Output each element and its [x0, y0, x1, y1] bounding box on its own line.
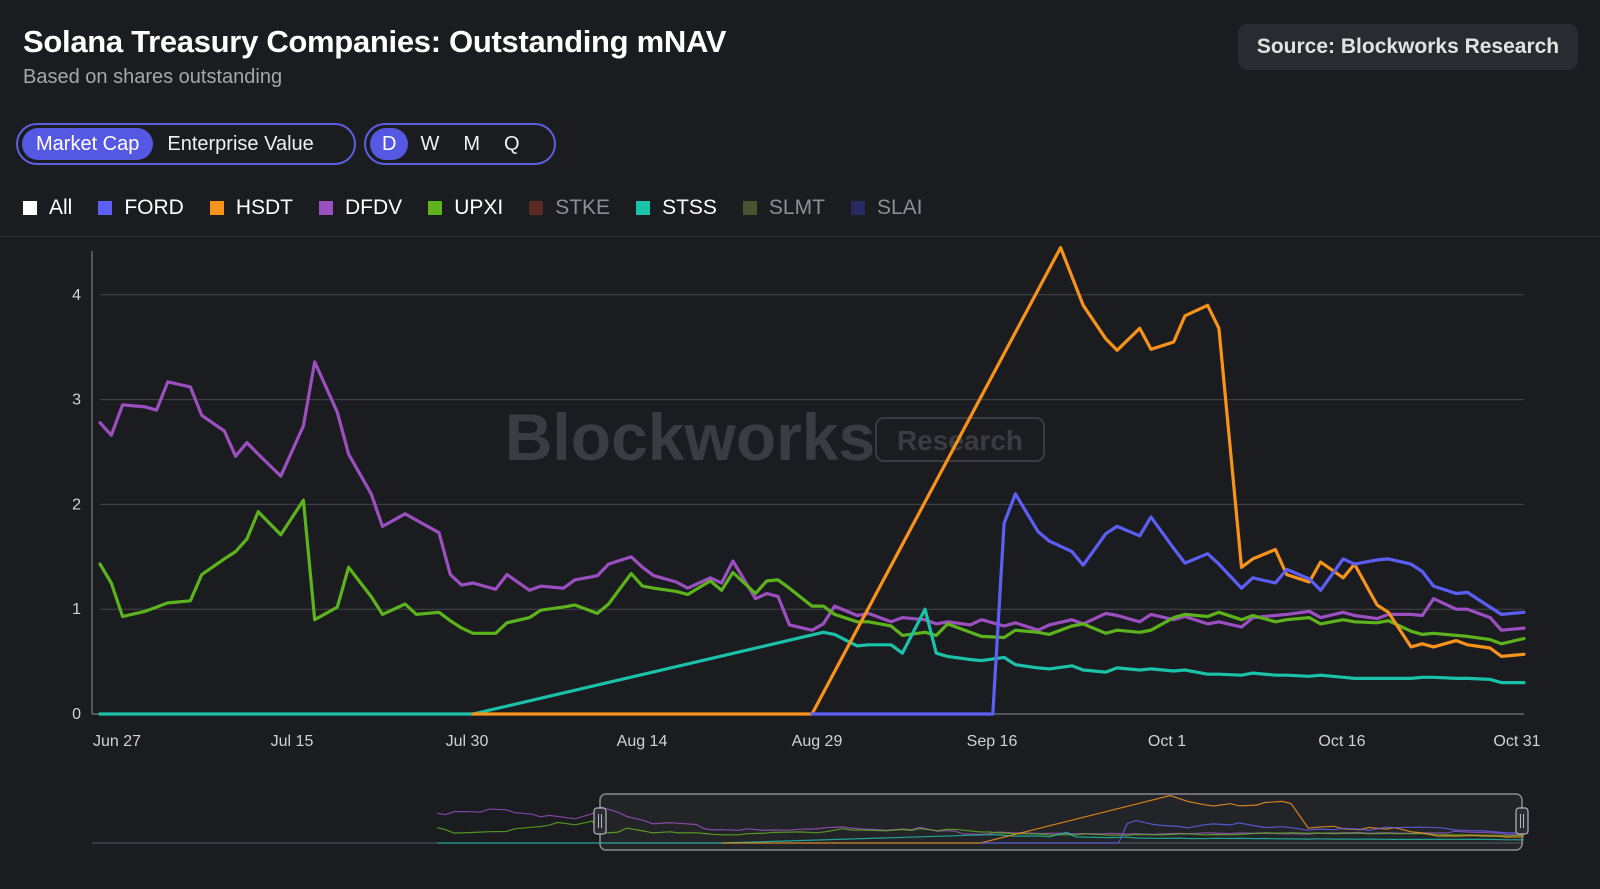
x-tick-label: Oct 16	[1318, 733, 1365, 750]
legend-swatch	[98, 201, 113, 215]
navigator-line-upxi	[436, 820, 1525, 837]
legend-item-slai[interactable]: SLAI	[850, 196, 923, 220]
series-line-hsdt	[471, 246, 1526, 716]
legend-label: SLAI	[876, 196, 923, 219]
x-tick-label: Jul 15	[271, 733, 314, 750]
legend-swatch	[529, 201, 544, 215]
legend-item-dfdv[interactable]: DFDV	[319, 196, 402, 220]
legend-item-hsdt[interactable]: HSDT	[209, 196, 294, 220]
frequency-daily-option[interactable]: D	[370, 128, 409, 160]
legend-swatch	[742, 201, 757, 215]
legend-swatch	[850, 201, 865, 215]
frequency-toggle: D W M Q	[364, 123, 556, 165]
x-tick-label: Jul 30	[446, 733, 489, 750]
legend-item-upxi[interactable]: UPXI	[428, 196, 503, 220]
source-badge: Source: Blockworks Research	[1238, 24, 1578, 70]
y-tick-label: 4	[72, 287, 81, 304]
watermark-brand: Blockworks	[505, 400, 875, 474]
legend-swatch	[209, 201, 224, 215]
basis-toggle: Market Cap Enterprise Value	[16, 123, 356, 165]
legend-label: HSDT	[235, 196, 294, 219]
series-line-upxi	[98, 498, 1526, 646]
watermark-tag-box	[875, 417, 1045, 462]
y-tick-label: 1	[72, 601, 81, 618]
x-tick-label: Oct 1	[1148, 733, 1186, 750]
legend-label: STKE	[555, 196, 611, 219]
legend-swatch	[23, 201, 37, 215]
series-line-stss	[98, 607, 1526, 716]
legend-swatch	[428, 201, 443, 215]
y-tick-label: 3	[72, 392, 81, 409]
legend-item-stke[interactable]: STKE	[529, 196, 610, 220]
legend-item-all[interactable]: All	[23, 196, 72, 220]
watermark-tag: Research	[897, 425, 1023, 456]
navigator-line-hsdt	[721, 794, 1525, 844]
navigator-left-handle[interactable]	[593, 807, 607, 835]
frequency-monthly-option[interactable]: M	[463, 133, 481, 155]
chart-area: Blockworks Research 0 1 2 3 4 Jun 27 Jul 15 Jul 3…	[72, 246, 1541, 851]
legend: All FORD HSDT DFDV UPXI STKE STSS SLMT SLAI	[23, 196, 948, 220]
navigator-right-handle[interactable]	[1515, 807, 1529, 835]
x-tick-label: Aug 29	[792, 733, 843, 750]
frequency-quarterly-option[interactable]: Q	[504, 133, 520, 155]
legend-item-stss[interactable]: STSS	[636, 196, 717, 220]
chart-title: Solana Treasury Companies: Outstanding m…	[23, 24, 727, 59]
x-tick-label: Jun 27	[93, 733, 141, 750]
x-tick-label: Sep 16	[967, 733, 1018, 750]
frequency-weekly-option[interactable]: W	[420, 133, 440, 155]
legend-swatch	[319, 201, 334, 215]
navigator-window	[599, 793, 1523, 851]
x-tick-label: Aug 14	[617, 733, 668, 750]
market-cap-option[interactable]: Market Cap	[22, 128, 154, 160]
legend-label: UPXI	[454, 196, 504, 219]
legend-label: FORD	[124, 196, 184, 219]
legend-label: STSS	[662, 196, 717, 219]
y-tick-label: 0	[72, 706, 81, 723]
series-line-ford	[810, 492, 1526, 716]
series-line-dfdv	[98, 360, 1526, 632]
y-tick-label: 2	[72, 496, 81, 513]
legend-swatch	[636, 201, 651, 215]
enterprise-value-option[interactable]: Enterprise Value	[167, 133, 314, 155]
navigator-line-ford	[980, 819, 1525, 844]
x-tick-label: Oct 31	[1493, 733, 1540, 750]
navigator-line-stss	[437, 831, 1524, 844]
legend-label: SLMT	[768, 196, 825, 219]
header-divider	[0, 236, 1600, 237]
legend-item-ford[interactable]: FORD	[98, 196, 184, 220]
legend-item-slmt[interactable]: SLMT	[742, 196, 825, 220]
legend-label: All	[49, 196, 73, 219]
legend-label: DFDV	[345, 196, 403, 219]
chart-subtitle: Based on shares outstanding	[23, 66, 283, 88]
